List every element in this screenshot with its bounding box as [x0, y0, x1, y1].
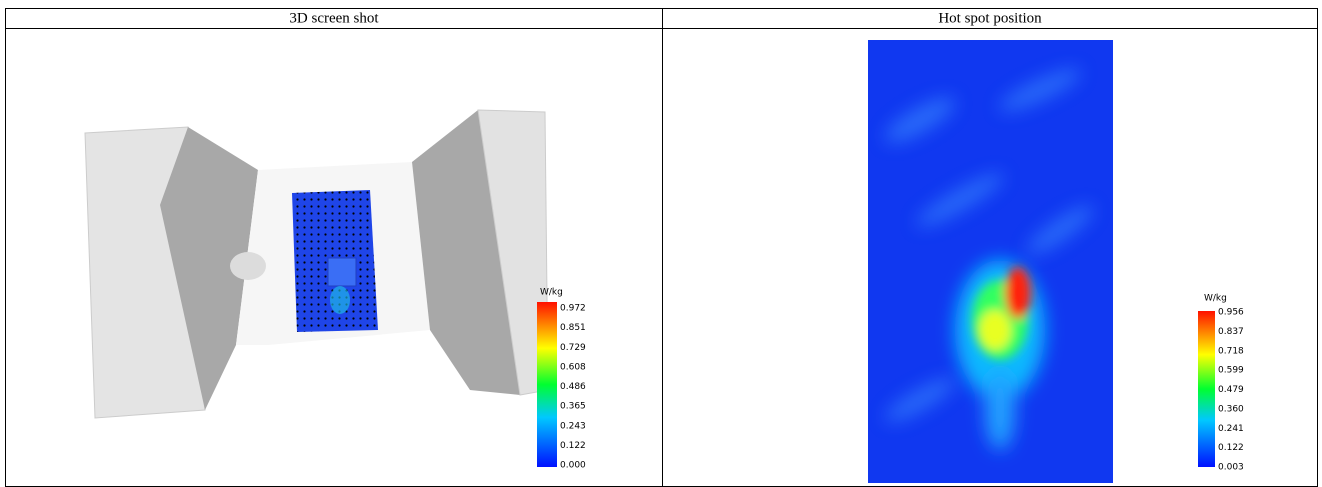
colorbar-unit: W/kg — [540, 288, 563, 298]
colorbar — [537, 302, 557, 467]
colorbar — [1198, 311, 1215, 467]
colorbar-label: 0.241 — [1218, 424, 1244, 434]
colorbar-label: 0.122 — [1218, 443, 1244, 453]
colorbar-label: 0.608 — [560, 362, 586, 372]
colorbar-label: 0.599 — [1218, 366, 1244, 376]
colorbar-label: 0.000 — [560, 461, 586, 471]
colorbar-label: 0.122 — [560, 441, 586, 451]
colorbar-label: 0.972 — [560, 304, 586, 314]
column-header: 3D screen shot — [289, 10, 379, 26]
colorbar-label: 0.956 — [1218, 308, 1244, 318]
column-header: Hot spot position — [938, 10, 1042, 26]
colorbar-unit: W/kg — [1204, 294, 1227, 304]
colorbar-label: 0.479 — [1218, 385, 1244, 395]
hotspot-map — [868, 40, 1113, 483]
phantom-3d — [84, 109, 549, 419]
colorbar-label: 0.486 — [560, 382, 586, 392]
colorbar-label: 0.837 — [1218, 327, 1244, 337]
colorbar-label: 0.729 — [560, 343, 586, 353]
colorbar-label: 0.718 — [1218, 346, 1244, 356]
colorbar-label: 0.851 — [560, 323, 586, 333]
colorbar-label: 0.003 — [1218, 463, 1244, 473]
colorbar-label: 0.365 — [560, 402, 586, 412]
colorbar-label: 0.360 — [1218, 404, 1244, 414]
colorbar-label: 0.243 — [560, 421, 586, 431]
